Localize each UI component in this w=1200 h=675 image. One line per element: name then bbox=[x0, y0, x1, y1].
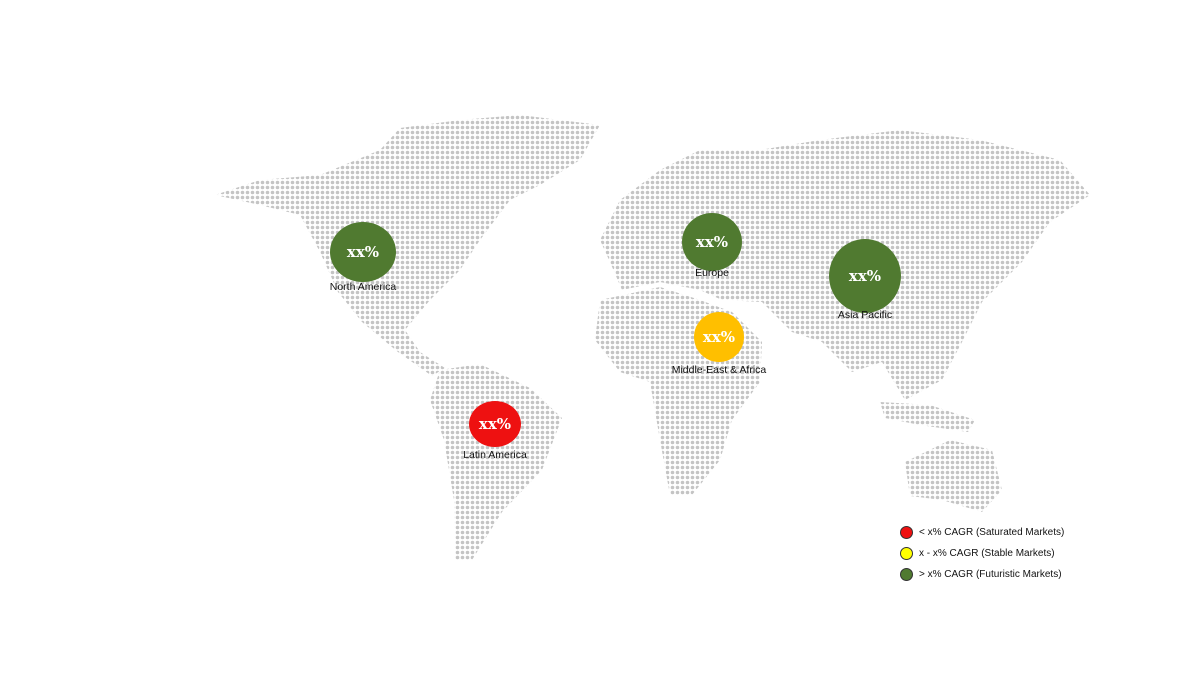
north-america-landmass bbox=[215, 115, 600, 376]
asia-pacific-value: xx% bbox=[849, 267, 881, 285]
legend-swatch-icon bbox=[900, 568, 913, 581]
middle-east-africa-label: Middle-East & Africa bbox=[672, 364, 767, 376]
indonesia-landmass bbox=[880, 402, 975, 432]
middle-east-africa-bubble bbox=[694, 312, 744, 362]
europe-value: xx% bbox=[696, 233, 728, 251]
middle-east-africa-value: xx% bbox=[703, 328, 735, 346]
continents bbox=[215, 115, 1090, 560]
latin-america-label: Latin America bbox=[463, 449, 527, 461]
legend-item: > x% CAGR (Futuristic Markets) bbox=[900, 564, 1064, 585]
north-america-label: North America bbox=[330, 281, 397, 293]
latin-america-bubble bbox=[469, 401, 521, 447]
asia-pacific-label: Asia Pacific bbox=[838, 309, 892, 321]
legend-label: < x% CAGR (Saturated Markets) bbox=[919, 527, 1065, 538]
north-america-bubble bbox=[330, 222, 396, 282]
europe-bubble bbox=[682, 213, 742, 271]
legend-item: < x% CAGR (Saturated Markets) bbox=[900, 522, 1064, 543]
legend: < x% CAGR (Saturated Markets) x - x% CAGR… bbox=[900, 522, 1064, 585]
australia-landmass bbox=[905, 440, 1002, 512]
legend-item: x - x% CAGR (Stable Markets) bbox=[900, 543, 1064, 564]
legend-swatch-icon bbox=[900, 526, 913, 539]
legend-swatch-icon bbox=[900, 547, 913, 560]
legend-label: > x% CAGR (Futuristic Markets) bbox=[919, 569, 1062, 580]
asia-pacific-bubble bbox=[829, 239, 901, 313]
africa-landmass bbox=[595, 287, 762, 495]
latin-america-value: xx% bbox=[479, 415, 511, 433]
europe-label: Europe bbox=[695, 267, 729, 279]
south-america-landmass bbox=[430, 364, 562, 560]
north-america-value: xx% bbox=[347, 243, 379, 261]
legend-label: x - x% CAGR (Stable Markets) bbox=[919, 548, 1055, 559]
